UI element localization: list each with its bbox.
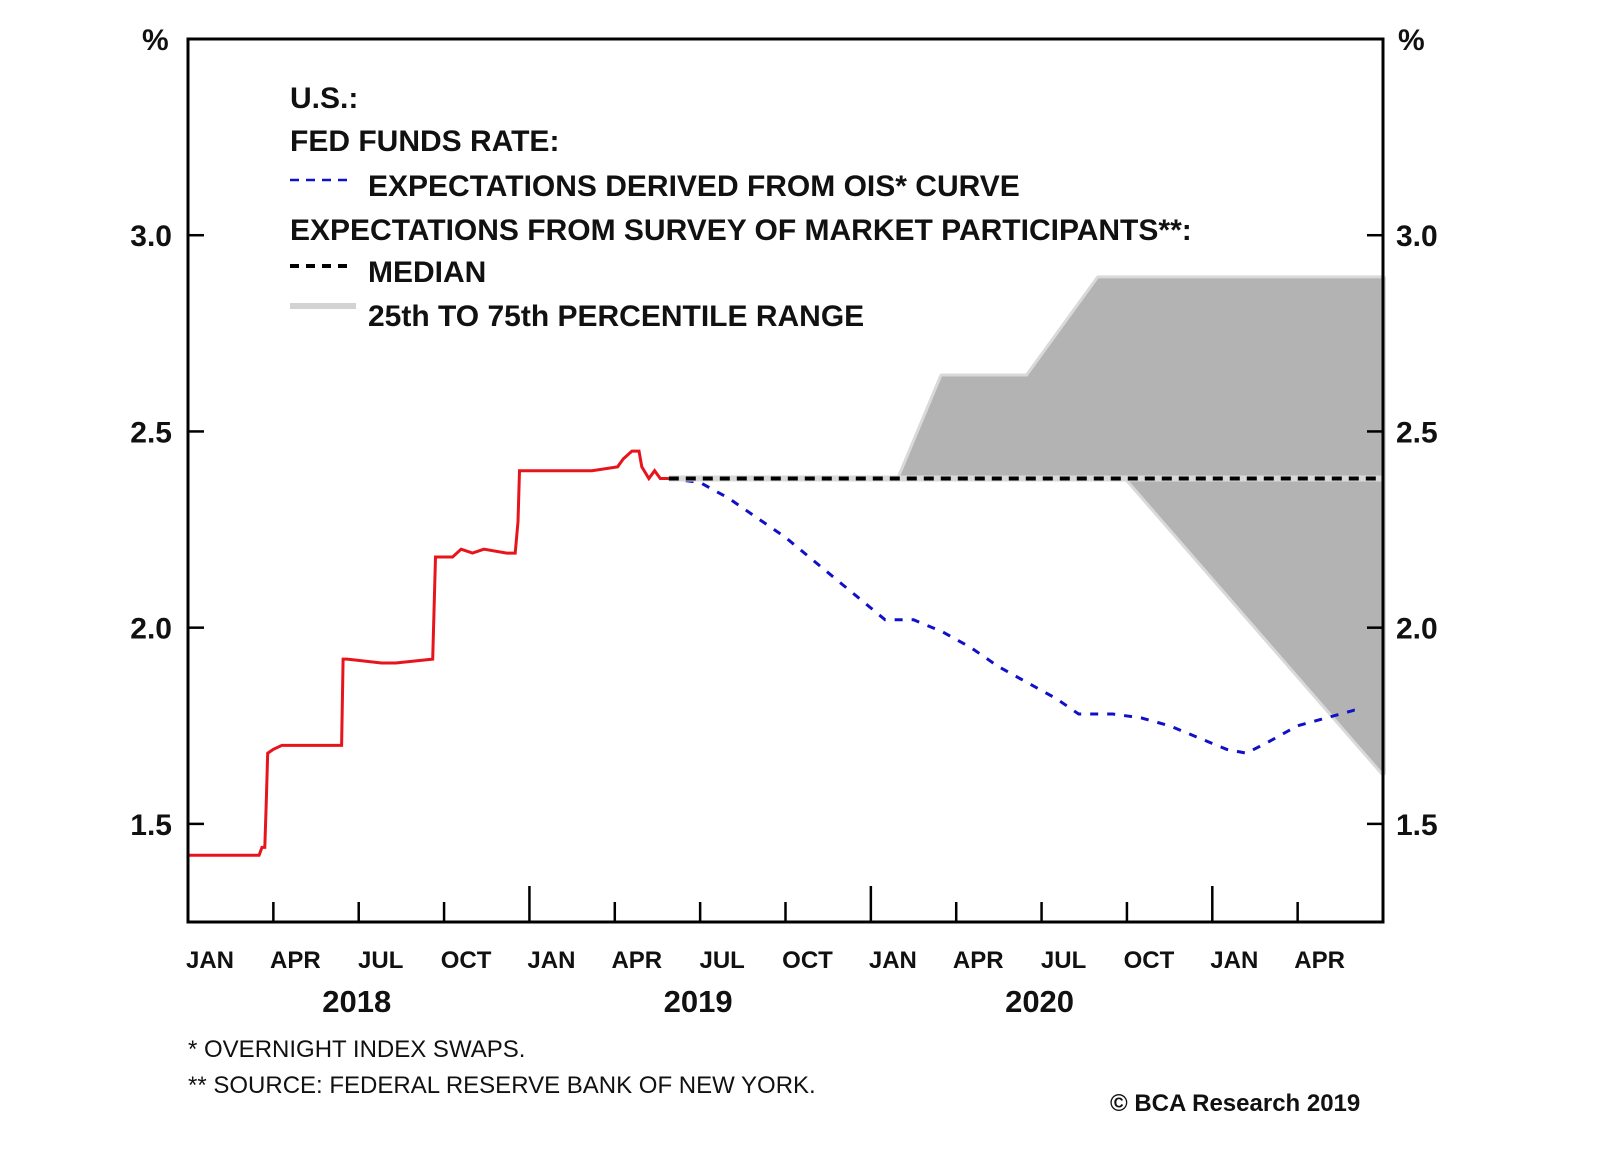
y-tick-label-right: 2.5 [1396,416,1438,449]
y-tick-label-left: 1.5 [130,809,172,842]
x-tick-label: APR [1294,947,1345,974]
y-tick-label-left: 2.5 [130,416,172,449]
footnote-ois: * OVERNIGHT INDEX SWAPS. [188,1036,525,1063]
x-tick-label: JUL [358,947,403,974]
y-tick-label-left: 3.0 [130,220,172,253]
fed-funds-rate-line [188,449,669,857]
x-tick-label: JUL [1041,947,1086,974]
y-tick-label-right: 3.0 [1396,220,1438,253]
footnote-source: ** SOURCE: FEDERAL RESERVE BANK OF NEW Y… [188,1072,816,1099]
legend-header: U.S.: [290,82,358,115]
x-tick-label: APR [611,947,662,974]
x-tick-label: JAN [869,947,917,974]
y-tick-label-right: 2.0 [1396,613,1438,646]
percentile-range-band-fill [899,278,1383,773]
x-tick-label: JAN [527,947,575,974]
legend: U.S.: FED FUNDS RATE: EXPECTATIONS DERIV… [290,82,1192,333]
year-label: 2020 [1005,984,1074,1019]
legend-group1-title: FED FUNDS RATE: [290,125,559,158]
copyright-credit: © BCA Research 2019 [1110,1090,1360,1117]
x-tick-label: OCT [782,947,833,974]
y-unit-right: % [1398,24,1425,57]
y-tick-label-left: 2.0 [130,613,172,646]
y-axes: 1.5 1.5 2.0 2.0 2.5 2.5 3.0 3.0 [130,220,1437,842]
x-tick-label: JAN [186,947,234,974]
x-axis: JAN APR JUL OCT JAN APR JUL OCT JAN APR JUL OCT JAN A… [186,886,1345,1019]
x-tick-label: OCT [1124,947,1175,974]
series-layer [188,449,1383,857]
x-tick-label: APR [270,947,321,974]
year-label: 2019 [664,984,733,1019]
x-tick-label: JUL [699,947,744,974]
legend-label-range: 25th TO 75th PERCENTILE RANGE [368,300,864,333]
x-tick-label: OCT [441,947,492,974]
y-tick-label-right: 1.5 [1396,809,1438,842]
y-unit-left: % [142,24,169,57]
legend-label-ois: EXPECTATIONS DERIVED FROM OIS* CURVE [368,170,1020,203]
year-label: 2018 [322,984,391,1019]
legend-label-median: MEDIAN [368,256,486,289]
legend-group2-title: EXPECTATIONS FROM SURVEY OF MARKET PARTI… [290,214,1192,247]
x-tick-label: APR [953,947,1004,974]
x-tick-label: JAN [1210,947,1258,974]
percentile-range-band-layer [896,275,1386,776]
